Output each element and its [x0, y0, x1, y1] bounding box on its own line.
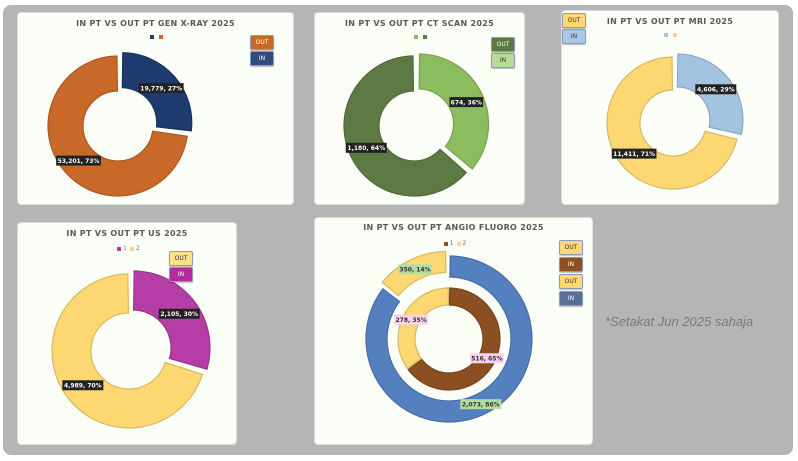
data-label: 1,180, 64% [345, 142, 387, 153]
segment-out[interactable] [343, 55, 468, 197]
legend-swatch [673, 32, 677, 37]
data-label: 53,201, 73% [56, 155, 101, 166]
legend-swatch [413, 34, 418, 39]
data-label-text: 1,180, 64% [347, 145, 385, 152]
legend-swatch [456, 241, 461, 246]
data-label-text: 11,411, 71% [613, 151, 655, 158]
legend-swatch [158, 34, 163, 39]
data-label-background [56, 155, 101, 166]
legend-swatch [130, 246, 134, 251]
legend-swatch [443, 241, 448, 246]
data-label: 2,073, 86% [460, 399, 502, 410]
data-label: 19,779, 27% [138, 83, 184, 94]
data-label-background [470, 353, 504, 364]
data-label-background [138, 83, 184, 94]
legend-chip-in: IN [169, 267, 193, 282]
chart-panel: IN PT VS OUT PT ANGIO FLUORO 2025 1 2 2,073… [314, 217, 593, 445]
legend-swatch [422, 34, 427, 39]
chart-panel: IN PT VS OUT PT GEN X-RAY 2025 19,779, 27… [17, 12, 294, 205]
data-label-text: 4,989, 70% [64, 383, 102, 390]
data-label-background [398, 264, 432, 275]
segment-out[interactable] [397, 287, 450, 370]
data-label: 2,105, 30% [158, 308, 200, 319]
data-label-background [449, 97, 484, 108]
legend-label: 2 [136, 245, 140, 252]
data-label-background [460, 399, 502, 410]
legend [315, 33, 524, 40]
chart-panel: IN PT VS OUT PT CT SCAN 2025 674, 36% 1,18… [314, 12, 525, 205]
legend-chip-in: IN [491, 53, 515, 68]
donut-chart: 19,779, 27% 53,201, 73% [47, 52, 193, 197]
donut-chart: 2,105, 30% 4,989, 70% [51, 270, 211, 429]
legend-chip-out: OUT [559, 240, 583, 255]
legend-swatch [664, 32, 668, 37]
segment-in[interactable] [407, 287, 501, 391]
donut-chart: 2,073, 86% 350, 14% 516, 65% 278, 35% [365, 250, 533, 423]
chart-title: IN PT VS OUT PT GEN X-RAY 2025 [76, 19, 235, 28]
legend-swatch [117, 246, 122, 251]
legend [18, 33, 293, 40]
data-label-text: 674, 36% [451, 99, 482, 106]
data-label-background [394, 314, 428, 325]
legend-chip-in: IN [559, 291, 583, 306]
legend-chip-out: OUT [562, 13, 586, 28]
legend [562, 31, 778, 38]
legend-chip-out: OUT [169, 251, 193, 266]
data-label: 278, 35% [394, 314, 428, 325]
legend-chip-out: OUT [491, 37, 515, 52]
data-label: 674, 36% [449, 97, 484, 108]
data-label-text: 4,606, 29% [697, 87, 735, 94]
data-label-text: 516, 65% [471, 356, 502, 363]
footnote: *Setakat Jun 2025 sahaja [605, 314, 754, 329]
legend-label: 1 [123, 245, 127, 252]
data-label: 11,411, 71% [611, 148, 657, 159]
data-label: 350, 14% [398, 264, 432, 275]
legend-label: 2 [462, 240, 467, 247]
chart-title: IN PT VS OUT PT US 2025 [66, 229, 188, 238]
legend-chip-in: IN [559, 257, 583, 272]
data-label-text: 2,073, 86% [462, 401, 500, 408]
segment-in[interactable] [132, 270, 211, 370]
legend-swatch [149, 34, 154, 39]
data-label-background [158, 308, 200, 319]
chart-title: IN PT VS OUT PT CT SCAN 2025 [344, 19, 495, 28]
legend-chip-out: OUT [559, 274, 583, 289]
data-label-background [345, 142, 387, 153]
data-label-background [62, 380, 104, 391]
segment-in[interactable] [365, 255, 533, 423]
chart-panel: IN PT VS OUT PT MRI 2025 4,606, 29% 11,411… [561, 10, 779, 205]
donut-chart: 4,606, 29% 11,411, 71% [606, 53, 744, 190]
chart-panel: IN PT VS OUT PT US 2025 1 2 2,105, 30% 4,989… [17, 222, 237, 445]
legend-chip-out: OUT [250, 35, 274, 50]
data-label-text: 53,201, 73% [58, 158, 100, 165]
legend-label: 1 [449, 240, 454, 247]
data-label-text: 350, 14% [399, 267, 430, 274]
legend-chip-in: IN [562, 29, 586, 44]
data-label: 4,606, 29% [695, 84, 737, 95]
chart-title: IN PT VS OUT PT ANGIO FLUORO 2025 [363, 223, 544, 232]
segment-in[interactable] [418, 53, 490, 170]
data-label-text: 19,779, 27% [140, 85, 182, 92]
legend-chip-in: IN [250, 51, 274, 66]
data-label: 4,989, 70% [62, 380, 104, 391]
data-label-text: 278, 35% [395, 317, 426, 324]
data-label-background [611, 148, 657, 159]
data-label-background [695, 84, 737, 95]
data-label-text: 2,105, 30% [160, 311, 198, 318]
data-label: 516, 65% [470, 353, 504, 364]
chart-title: IN PT VS OUT PT MRI 2025 [606, 17, 734, 26]
donut-chart: 674, 36% 1,180, 64% [343, 53, 490, 197]
